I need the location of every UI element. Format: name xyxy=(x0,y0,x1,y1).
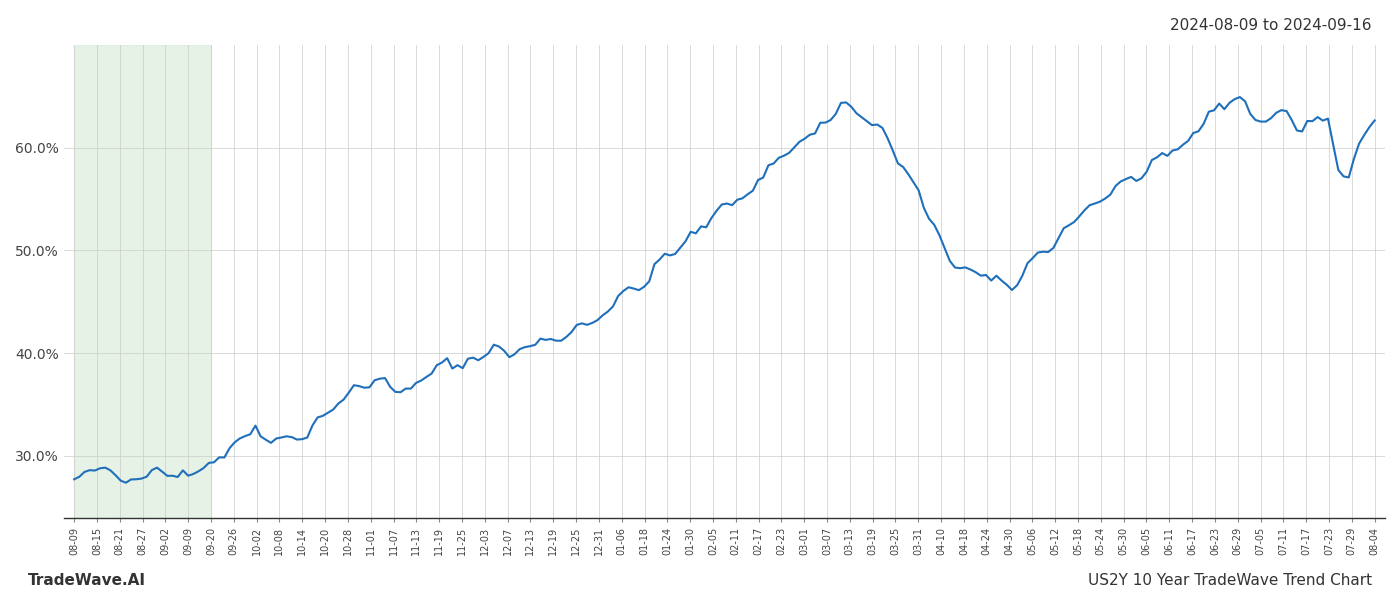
Bar xyxy=(74,45,211,518)
Text: 2024-08-09 to 2024-09-16: 2024-08-09 to 2024-09-16 xyxy=(1170,18,1372,33)
Text: TradeWave.AI: TradeWave.AI xyxy=(28,573,146,588)
Text: US2Y 10 Year TradeWave Trend Chart: US2Y 10 Year TradeWave Trend Chart xyxy=(1088,573,1372,588)
